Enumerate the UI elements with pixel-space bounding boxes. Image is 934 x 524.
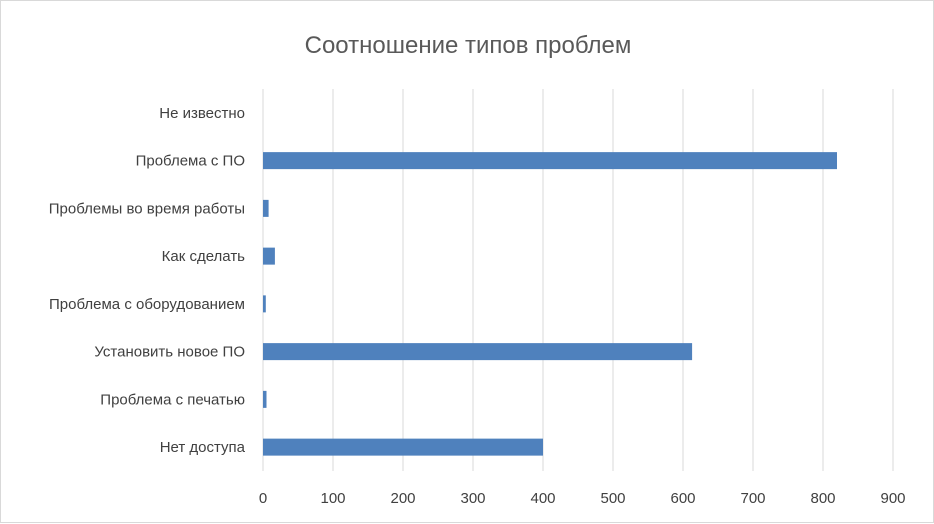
x-tick-label: 200	[390, 490, 415, 507]
bar	[263, 390, 267, 408]
bars	[263, 152, 837, 456]
x-tick-label: 700	[740, 490, 765, 507]
x-tick-label: 900	[880, 490, 905, 507]
category-label: Не известно	[159, 105, 245, 122]
category-labels: Не известно Проблема с ПО Проблемы во врем…	[49, 105, 246, 456]
bar	[263, 343, 693, 361]
category-label: Как сделать	[162, 248, 246, 265]
bar	[263, 152, 837, 170]
category-label: Проблема с печатью	[100, 391, 245, 408]
x-tick-label: 100	[320, 490, 345, 507]
bar	[263, 199, 269, 217]
x-axis-tick-labels: 0 100 200 300 400 500 600 700 800 900	[259, 490, 906, 507]
bar	[263, 438, 543, 456]
x-tick-label: 800	[810, 490, 835, 507]
x-tick-label: 400	[530, 490, 555, 507]
category-label: Проблема с оборудованием	[49, 296, 245, 313]
chart-title: Соотношение типов проблем	[305, 32, 632, 59]
bar	[263, 295, 266, 313]
x-tick-label: 300	[460, 490, 485, 507]
category-label: Проблемы во время работы	[49, 200, 245, 217]
category-label: Установить новое ПО	[94, 344, 245, 361]
category-label: Проблема с ПО	[136, 153, 245, 170]
gridlines	[262, 89, 894, 471]
x-tick-label: 500	[600, 490, 625, 507]
x-tick-label: 0	[259, 490, 267, 507]
x-tick-label: 600	[670, 490, 695, 507]
bar	[263, 247, 275, 265]
category-label: Нет доступа	[160, 439, 246, 456]
